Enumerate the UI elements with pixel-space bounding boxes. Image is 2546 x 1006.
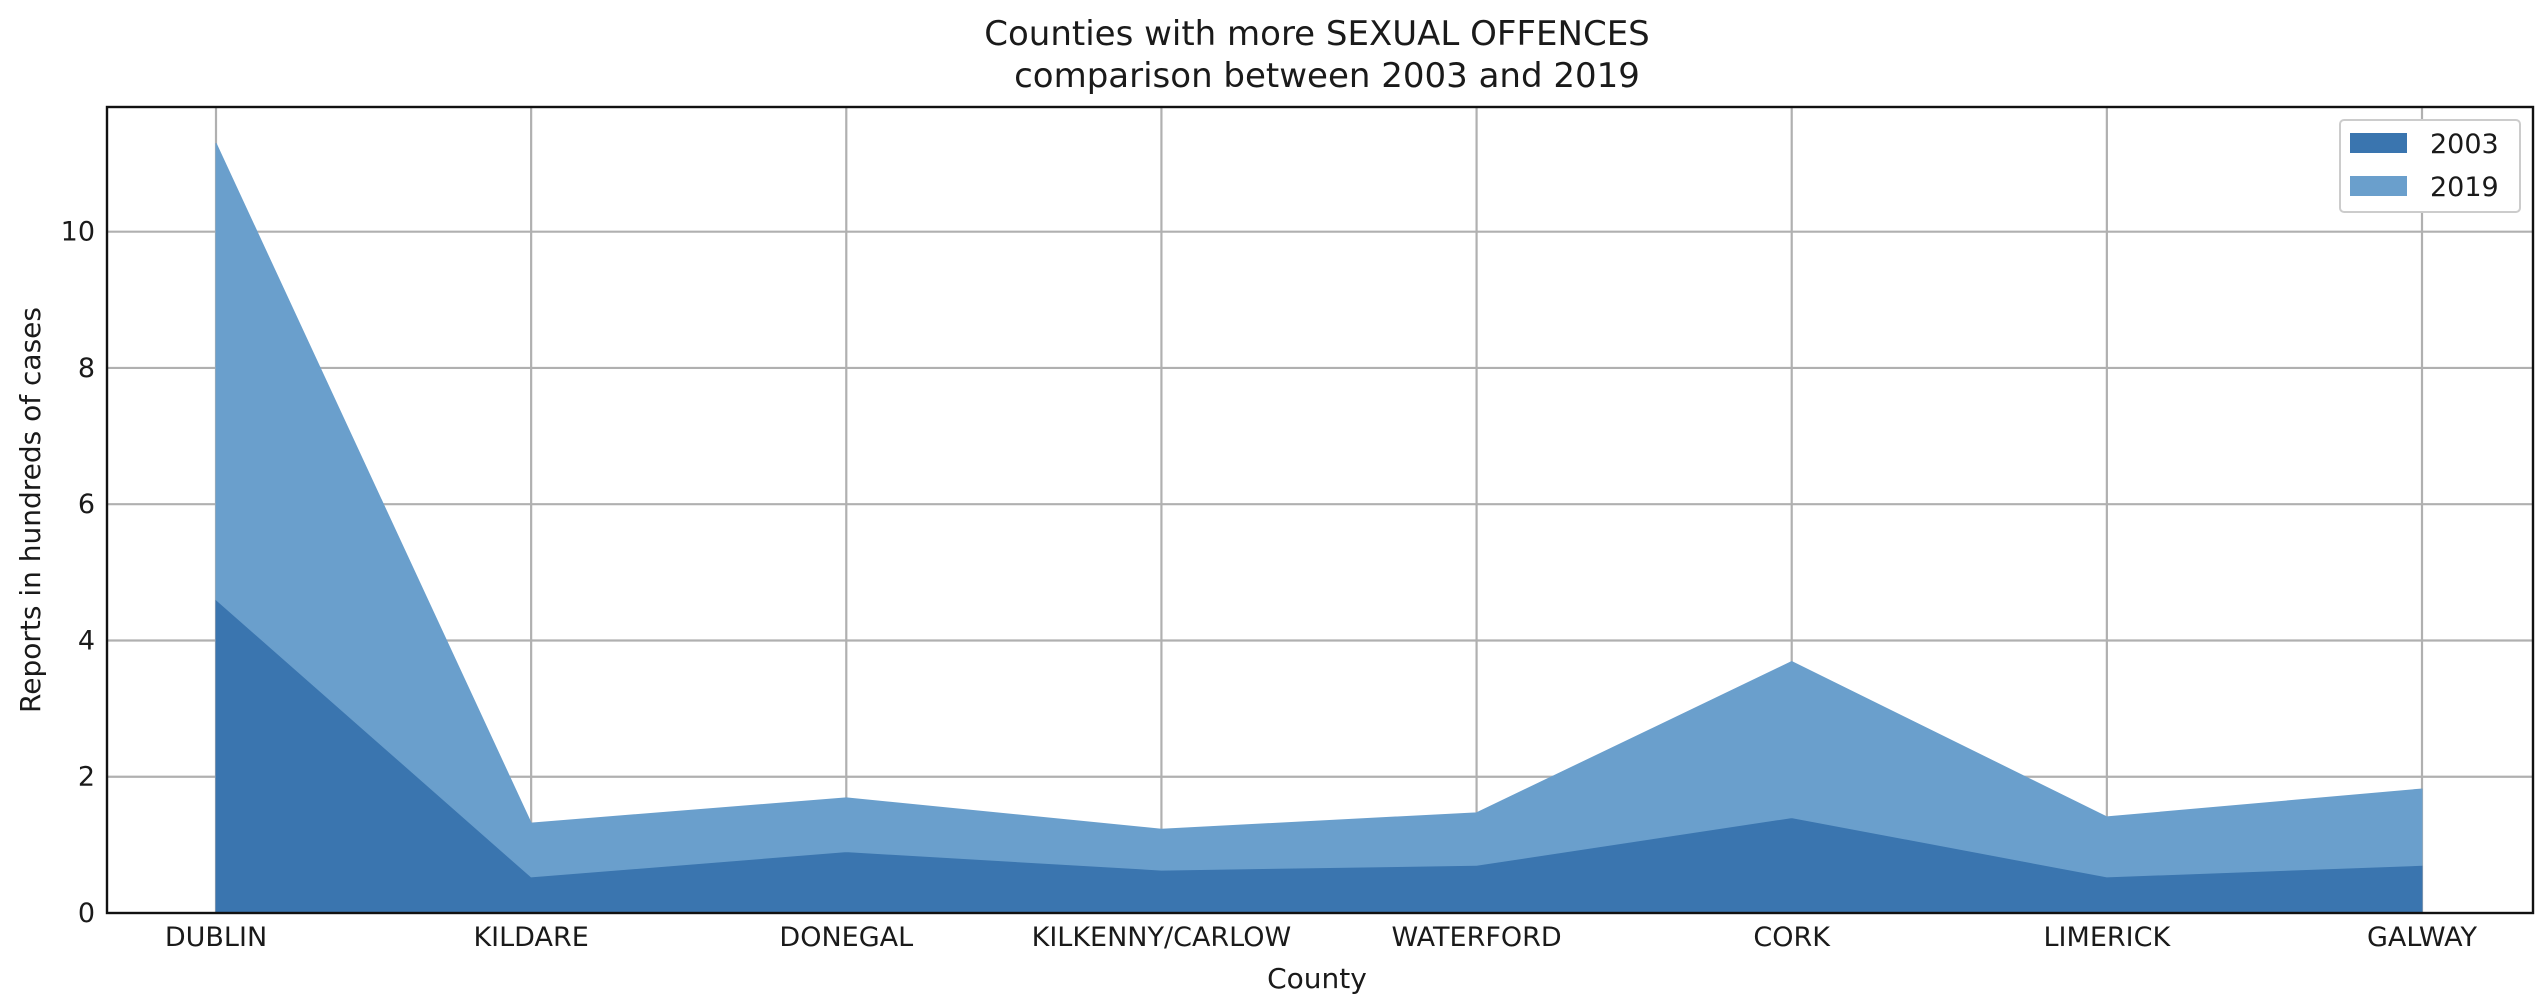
grid	[107, 107, 2533, 913]
legend-swatch-2019	[2350, 176, 2407, 196]
x-tick-label-donegal: DONEGAL	[779, 922, 913, 953]
x-tick-label-galway: GALWAY	[2367, 922, 2478, 953]
legend-label-2003: 2003	[2430, 129, 2499, 160]
x-tick-label-kildare: KILDARE	[473, 922, 588, 953]
chart-title-line-1: Counties with more SEXUAL OFFENCES	[984, 14, 1650, 54]
y-tick-label-0: 0	[78, 898, 95, 929]
y-tick-labels: 0 2 4 6 8 10	[61, 217, 95, 929]
x-tick-label-cork: CORK	[1753, 922, 1831, 953]
plot-frame	[105, 105, 2535, 915]
y-tick-label-10: 10	[61, 217, 95, 248]
y-axis-label: Reports in hundreds of cases	[14, 307, 47, 713]
legend-label-2019: 2019	[2430, 172, 2499, 203]
y-tick-label-2: 2	[78, 762, 95, 793]
x-tick-label-limerick: LIMERICK	[2044, 922, 2172, 953]
y-tick-label-6: 6	[78, 489, 95, 520]
x-tick-labels: DUBLIN KILDARE DONEGAL KILKENNY/CARLOW WATER…	[165, 922, 2478, 953]
chart-title-line-2: comparison between 2003 and 2019	[1014, 56, 1640, 96]
y-tick-label-4: 4	[78, 625, 95, 656]
area-series-2019	[215, 142, 2423, 878]
x-tick-label-waterford: WATERFORD	[1391, 922, 1561, 953]
legend: 2003 2019	[2339, 119, 2521, 213]
x-axis-label: County	[1267, 962, 1367, 995]
area-series	[215, 142, 2423, 914]
legend-swatch-2003	[2350, 133, 2407, 153]
x-tick-label-kilkenny-carlow: KILKENNY/CARLOW	[1032, 922, 1292, 953]
x-tick-label-dublin: DUBLIN	[165, 922, 267, 953]
y-tick-label-8: 8	[78, 353, 95, 384]
